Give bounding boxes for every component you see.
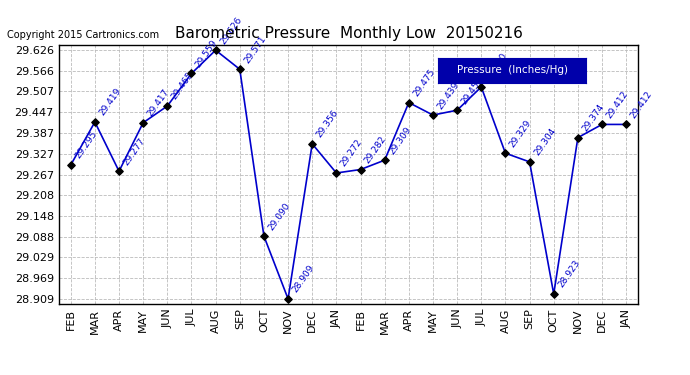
Text: 29.439: 29.439 bbox=[435, 80, 461, 111]
Point bbox=[355, 166, 366, 172]
Text: 29.626: 29.626 bbox=[218, 15, 244, 46]
Point bbox=[380, 157, 391, 163]
Text: 29.282: 29.282 bbox=[363, 134, 388, 165]
Point bbox=[524, 159, 535, 165]
Text: 29.309: 29.309 bbox=[387, 125, 413, 156]
Text: 28.909: 28.909 bbox=[290, 264, 316, 294]
Text: 29.295: 29.295 bbox=[73, 130, 99, 160]
Point bbox=[113, 168, 125, 174]
Title: Barometric Pressure  Monthly Low  20150216: Barometric Pressure Monthly Low 20150216 bbox=[175, 26, 522, 41]
Point bbox=[210, 47, 221, 53]
Point bbox=[90, 119, 101, 125]
Text: Copyright 2015 Cartronics.com: Copyright 2015 Cartronics.com bbox=[7, 30, 159, 39]
Point bbox=[476, 84, 487, 90]
Text: 29.329: 29.329 bbox=[508, 118, 533, 149]
Text: 29.417: 29.417 bbox=[146, 87, 171, 118]
Text: 29.520: 29.520 bbox=[484, 52, 509, 82]
Point bbox=[306, 141, 317, 147]
Point bbox=[573, 135, 584, 141]
Point bbox=[138, 120, 149, 126]
Text: 29.571: 29.571 bbox=[242, 34, 268, 65]
Text: 29.475: 29.475 bbox=[411, 67, 437, 98]
Text: 29.090: 29.090 bbox=[266, 201, 292, 232]
Point bbox=[65, 162, 77, 168]
Text: 29.453: 29.453 bbox=[460, 75, 485, 106]
Text: 29.419: 29.419 bbox=[97, 87, 123, 118]
Text: 29.465: 29.465 bbox=[170, 71, 195, 102]
Text: 29.412: 29.412 bbox=[604, 89, 630, 120]
Point bbox=[258, 233, 269, 239]
Text: 29.412: 29.412 bbox=[629, 89, 654, 120]
Point bbox=[161, 103, 172, 109]
Point bbox=[283, 296, 294, 302]
Point bbox=[234, 66, 246, 72]
Text: 29.356: 29.356 bbox=[315, 108, 340, 140]
Point bbox=[331, 170, 342, 176]
Point bbox=[500, 150, 511, 156]
Point bbox=[186, 70, 197, 76]
Text: 28.923: 28.923 bbox=[556, 259, 582, 290]
Point bbox=[403, 100, 414, 106]
Text: 29.559: 29.559 bbox=[194, 38, 219, 69]
Point bbox=[428, 112, 439, 118]
Text: 29.277: 29.277 bbox=[121, 136, 147, 167]
Point bbox=[621, 122, 632, 128]
Text: 29.374: 29.374 bbox=[580, 102, 606, 133]
Text: 29.272: 29.272 bbox=[339, 138, 364, 169]
Text: 29.304: 29.304 bbox=[532, 127, 558, 158]
Point bbox=[548, 291, 559, 297]
Point bbox=[596, 122, 607, 128]
Point bbox=[451, 107, 462, 113]
